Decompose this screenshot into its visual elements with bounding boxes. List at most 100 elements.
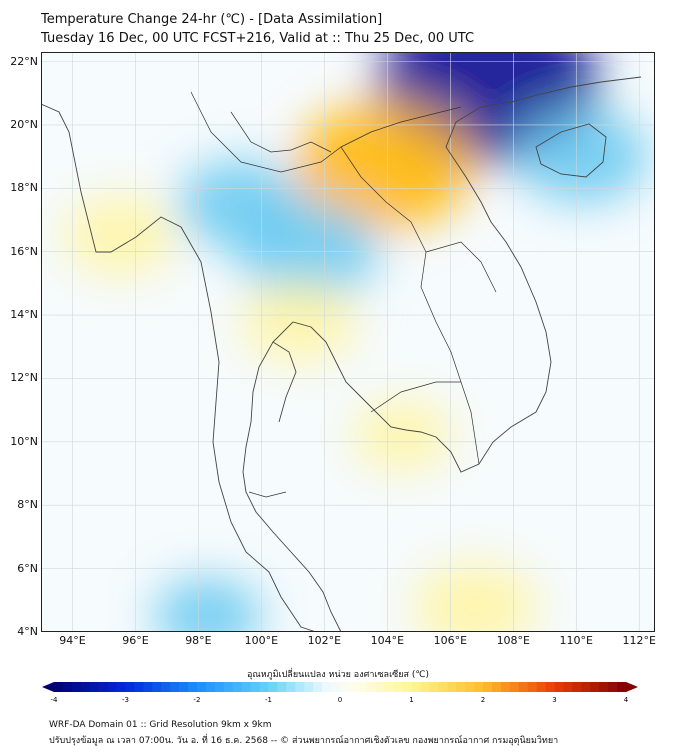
colorbar-cell <box>518 682 529 692</box>
map-title: Temperature Change 24-hr (℃) - [Data Ass… <box>41 12 383 27</box>
colorbar-cell <box>214 682 225 692</box>
anomaly-blob <box>63 196 176 276</box>
colorbar-cell <box>331 682 341 692</box>
colorbar-cell <box>429 682 439 692</box>
footer-model-info: WRF-DA Domain 01 :: Grid Resolution 9km … <box>49 720 272 730</box>
colorbar: -4 -3 -2 -1 0 1 2 3 4 <box>42 682 638 704</box>
colorbar-cell <box>581 682 591 692</box>
longitude-label: 94°E <box>59 634 86 647</box>
temperature-change-map <box>41 52 655 632</box>
latitude-label: 6°N <box>17 561 38 575</box>
colorbar-cell <box>188 682 198 692</box>
latitude-label: 22°N <box>10 54 38 68</box>
colorbar-cell <box>563 682 573 692</box>
map-frame <box>41 52 655 632</box>
latitude-label: 4°N <box>17 625 38 638</box>
longitude-label: 112°E <box>622 634 656 647</box>
longitude-label: 110°E <box>559 634 593 647</box>
colorbar-cell <box>161 682 171 692</box>
colorbar-cell <box>143 682 153 692</box>
longitude-label: 96°E <box>122 634 149 647</box>
colorbar-cell <box>89 682 100 692</box>
colorbar-cell <box>500 682 511 692</box>
colorbar-cell <box>205 682 216 692</box>
colorbar-cell <box>304 682 314 692</box>
colorbar-cell <box>456 682 466 692</box>
latitude-label: 16°N <box>10 244 38 258</box>
colorbar-cell <box>375 682 386 692</box>
latitude-label: 12°N <box>10 371 38 385</box>
map-subtitle: Tuesday 16 Dec, 00 UTC FCST+216, Valid a… <box>41 31 475 46</box>
colorbar-cell <box>590 682 600 692</box>
colorbar-cell <box>322 682 332 692</box>
colorbar-tick-label: 4 <box>624 696 629 704</box>
colorbar-cell <box>527 682 538 692</box>
latitude-label: 18°N <box>10 181 38 195</box>
colorbar-cell <box>465 682 475 692</box>
longitude-label: 104°E <box>370 634 405 647</box>
anomaly-field <box>63 52 649 632</box>
colorbar-cell <box>116 682 126 692</box>
colorbar-cell <box>617 682 627 692</box>
colorbar-cell <box>411 682 421 692</box>
colorbar-cell <box>71 682 82 692</box>
colorbar-cell <box>438 682 448 692</box>
colorbar-cell <box>357 682 368 692</box>
colorbar-cell <box>366 682 377 692</box>
colorbar-cell <box>402 682 412 692</box>
colorbar-cell <box>509 682 520 692</box>
colorbar-cell <box>340 682 350 692</box>
anomaly-blob <box>413 562 538 632</box>
colorbar-cell <box>277 682 287 692</box>
colorbar-cell <box>554 682 564 692</box>
colorbar-cell <box>223 682 234 692</box>
coastlines <box>41 76 642 632</box>
colorbar-cell <box>170 682 180 692</box>
latitude-label: 10°N <box>10 434 38 448</box>
colorbar-cell <box>98 682 109 692</box>
colorbar-tick-label: -2 <box>194 696 201 704</box>
country-borders <box>190 91 497 498</box>
colorbar-cell <box>62 682 73 692</box>
colorbar-cell <box>545 682 555 692</box>
colorbar-cell <box>474 682 484 692</box>
colorbar-cell <box>197 682 207 692</box>
anomaly-blob <box>177 160 301 249</box>
colorbar-tick-label: 0 <box>338 696 342 704</box>
colorbar-cell <box>241 682 252 692</box>
footer-credit: ปรับปรุงข้อมูล ณ เวลา 07:00น. วัน อ. ที่… <box>49 736 559 746</box>
colorbar-cell <box>483 682 493 692</box>
colorbar-cell <box>295 682 305 692</box>
longitude-label: 100°E <box>244 634 279 647</box>
colorbar-cell <box>420 682 430 692</box>
longitude-label: 108°E <box>496 634 531 647</box>
colorbar-cell <box>491 682 502 692</box>
colorbar-cell <box>80 682 91 692</box>
colorbar-cell <box>125 682 135 692</box>
anomaly-blob <box>295 102 474 230</box>
longitude-label: 98°E <box>185 634 212 647</box>
colorbar-tick-label: 3 <box>552 696 556 704</box>
latitude-label: 8°N <box>17 498 38 512</box>
colorbar-min-extend <box>42 682 54 692</box>
colorbar-cell <box>134 682 144 692</box>
colorbar-cell <box>268 682 278 692</box>
colorbar-cell <box>286 682 296 692</box>
longitude-label: 102°E <box>307 634 342 647</box>
colorbar-cell <box>384 682 395 692</box>
colorbar-cell <box>54 682 64 692</box>
anomaly-blob <box>241 280 357 363</box>
colorbar-cell <box>179 682 189 692</box>
anomaly-blob <box>353 399 453 472</box>
colorbar-tick-label: -4 <box>51 696 59 704</box>
colorbar-tick-label: -1 <box>265 696 272 704</box>
colorbar-cell <box>536 682 546 692</box>
longitude-label: 106°E <box>433 634 468 647</box>
colorbar-cell <box>348 682 359 692</box>
colorbar-cell <box>152 682 162 692</box>
colorbar-max-extend <box>626 682 638 692</box>
colorbar-tick-label: 2 <box>481 696 485 704</box>
colorbar-cell <box>250 682 260 692</box>
anomaly-blob <box>154 577 262 632</box>
colorbar-cell <box>447 682 457 692</box>
